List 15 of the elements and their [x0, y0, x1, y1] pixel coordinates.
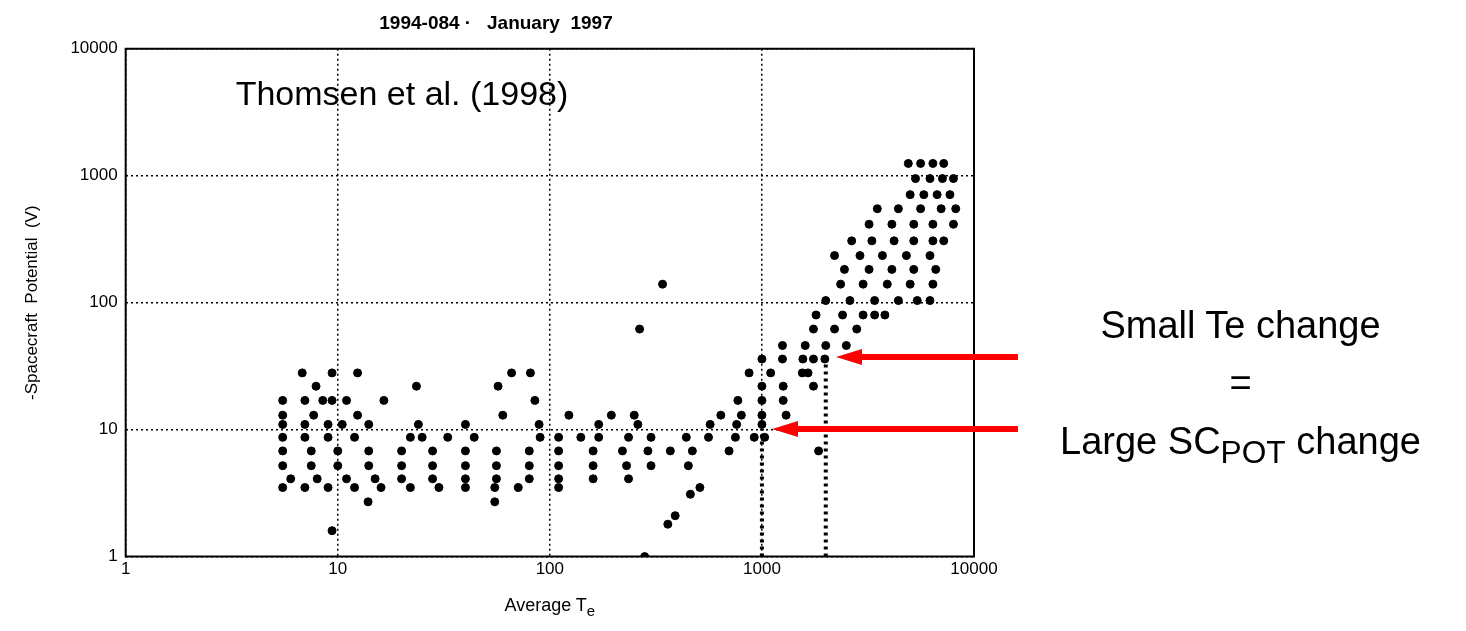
x-tick-label: 1 [120, 559, 131, 579]
x-axis-title: Average T$_{e}$ [503, 594, 597, 619]
x-tick-label: 10 [328, 559, 348, 579]
x-tick-label: 100 [535, 559, 565, 579]
y-tick-label: 10000 [70, 38, 118, 58]
y-tick-label: 1000 [79, 165, 118, 185]
annotation: Thomsen et al. (1998) [235, 74, 569, 113]
text: Small Te change = Large SC$_{POT}$ change [1059, 303, 1422, 472]
y-axis-title: -Spacecraft Potential (V) [21, 205, 41, 401]
y-tick-label: 10 [98, 419, 118, 439]
y-tick-label: 1 [108, 546, 118, 566]
y-tick-label: 100 [89, 292, 118, 312]
chart-title: 1994-084 · January 1997 [379, 11, 613, 33]
x-tick-label: 10000 [950, 559, 998, 579]
x-tick-label: 1000 [743, 559, 781, 579]
